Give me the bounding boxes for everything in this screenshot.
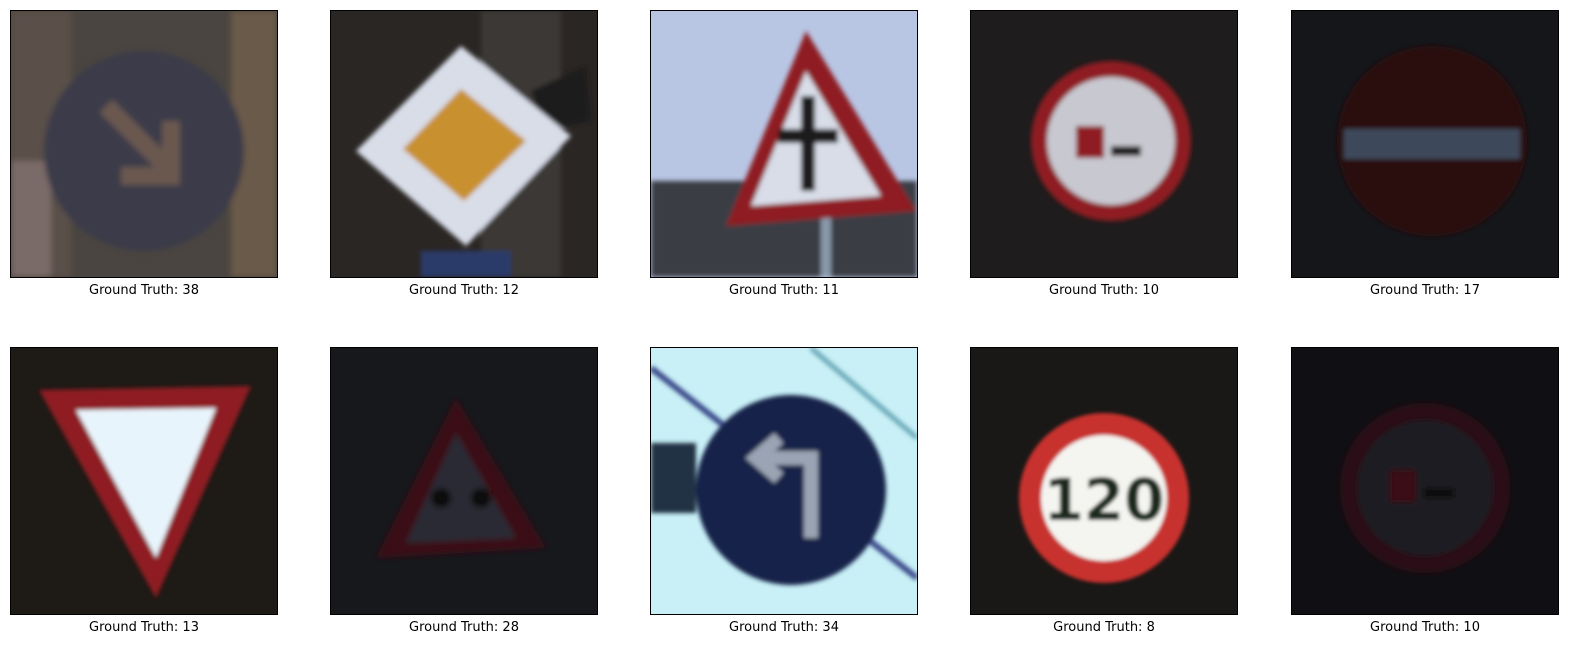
yield-sign-icon	[10, 347, 278, 615]
ground-truth-label: Ground Truth: 10	[1049, 283, 1159, 298]
sample-cell: Ground Truth: 10	[970, 10, 1238, 298]
ground-truth-label: Ground Truth: 11	[729, 283, 839, 298]
no-entry-sign-icon	[1291, 10, 1559, 278]
sample-cell: Ground Truth: 28	[330, 347, 598, 635]
sample-cell: 120 Ground Truth: 8	[970, 347, 1238, 635]
ground-truth-label: Ground Truth: 28	[409, 620, 519, 635]
sample-cell: Ground Truth: 11	[650, 10, 918, 298]
svg-text:120: 120	[1043, 466, 1164, 534]
ground-truth-label: Ground Truth: 13	[89, 620, 199, 635]
turn-left-ahead-sign-icon	[650, 347, 918, 615]
sample-cell: Ground Truth: 34	[650, 347, 918, 635]
children-crossing-sign-icon	[330, 347, 598, 615]
ground-truth-label: Ground Truth: 10	[1370, 620, 1480, 635]
priority-road-sign-icon	[330, 10, 598, 278]
sample-cell: Ground Truth: 10	[1291, 347, 1559, 635]
ground-truth-label: Ground Truth: 34	[729, 620, 839, 635]
keep-right-sign-icon	[10, 10, 278, 278]
ground-truth-label: Ground Truth: 38	[89, 283, 199, 298]
no-passing-trucks-sign-icon	[970, 10, 1238, 278]
right-of-way-intersection-sign-icon	[650, 10, 918, 278]
sample-cell: Ground Truth: 12	[330, 10, 598, 298]
speed-limit-120-sign-icon: 120	[970, 347, 1238, 615]
sample-cell: Ground Truth: 38	[10, 10, 278, 298]
ground-truth-label: Ground Truth: 12	[409, 283, 519, 298]
no-passing-trucks-sign-icon	[1291, 347, 1559, 615]
ground-truth-label: Ground Truth: 17	[1370, 283, 1480, 298]
ground-truth-label: Ground Truth: 8	[1053, 620, 1155, 635]
sample-cell: Ground Truth: 13	[10, 347, 278, 635]
sample-cell: Ground Truth: 17	[1291, 10, 1559, 298]
